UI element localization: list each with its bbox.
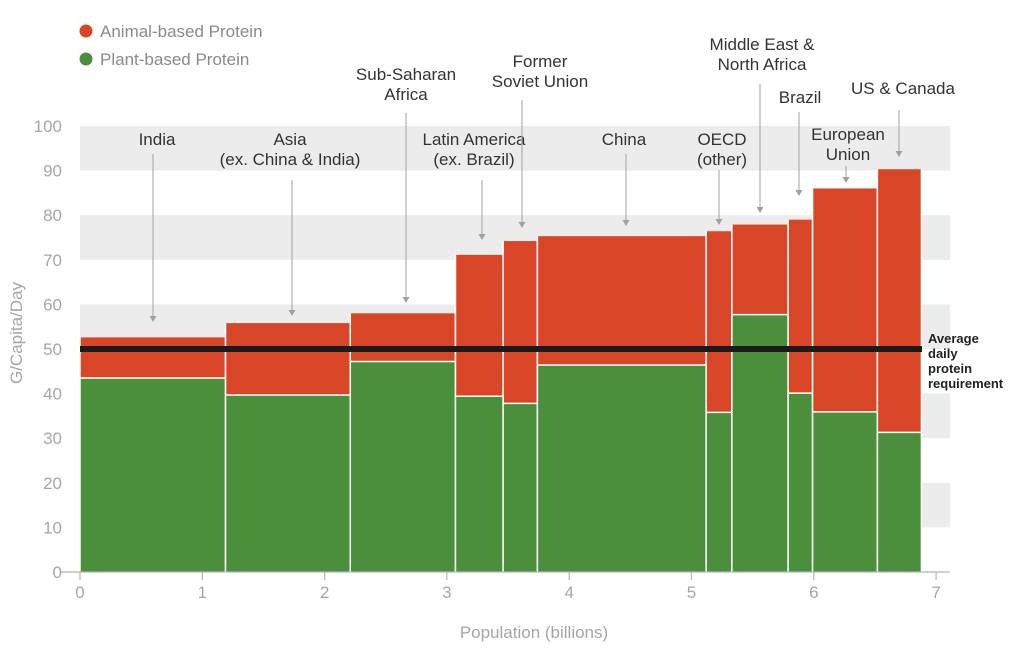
plant-bar (731, 314, 789, 572)
region-arrow-head (756, 207, 764, 213)
region-arrow-head (622, 220, 630, 226)
reference-line-label: daily (928, 346, 958, 361)
axes: 0 1 2 3 4 5 6 70102030405060708090100Population… (7, 117, 950, 642)
plant-bar (350, 361, 456, 572)
y-tick-label: 90 (43, 162, 62, 181)
legend-label: Animal-based Protein (100, 22, 263, 41)
plant-bar (455, 396, 504, 572)
y-tick-label: 40 (43, 385, 62, 404)
x-tick-label: 7 (931, 583, 940, 602)
x-axis-label: Population (billions) (460, 623, 608, 642)
region-arrow-head (895, 151, 903, 157)
animal-bar (225, 323, 351, 395)
region-label: India (139, 130, 176, 149)
region-label: US & Canada (851, 79, 955, 98)
legend-swatch (79, 52, 93, 66)
animal-bar (537, 236, 707, 366)
region-arrow-head (478, 234, 486, 240)
reference-line-label: Average (928, 331, 979, 346)
region-label: Brazil (779, 88, 822, 107)
region-label: European (811, 125, 885, 144)
plant-bar (225, 394, 351, 572)
region-arrow-head (842, 177, 850, 183)
x-tick-label: 5 (687, 583, 696, 602)
y-tick-label: 30 (43, 429, 62, 448)
region-arrow-head (518, 222, 526, 228)
x-tick-label: 4 (564, 583, 573, 602)
region-label: (ex. China & India) (220, 150, 361, 169)
animal-bar (788, 219, 813, 394)
region-arrow-head (149, 316, 157, 322)
animal-bar (731, 224, 789, 315)
x-tick-label: 2 (320, 583, 329, 602)
animal-bar (812, 188, 878, 412)
y-tick-label: 100 (34, 117, 62, 136)
x-tick-label: 1 (198, 583, 207, 602)
plant-bar (812, 411, 878, 572)
animal-bar (80, 337, 226, 378)
bars (79, 169, 923, 572)
region-label: Soviet Union (492, 72, 588, 91)
y-tick-label: 50 (43, 340, 62, 359)
y-tick-label: 70 (43, 251, 62, 270)
x-tick-label: 6 (809, 583, 818, 602)
region-arrow-head (288, 310, 296, 316)
y-tick-label: 60 (43, 295, 62, 314)
region-label: Latin America (423, 130, 527, 149)
x-tick-label: 3 (442, 583, 451, 602)
plant-bar (537, 365, 707, 572)
y-tick-label: 0 (53, 563, 62, 582)
legend-label: Plant-based Protein (100, 50, 249, 69)
y-axis-label: G/Capita/Day (7, 281, 26, 384)
x-tick-label: 0 (75, 583, 84, 602)
region-label: Asia (273, 130, 307, 149)
region-label: (other) (697, 150, 747, 169)
animal-bar (455, 254, 504, 397)
legend: Animal-based Protein Plant-based Protein (79, 22, 263, 69)
y-tick-label: 80 (43, 206, 62, 225)
reference-line-label: protein (928, 361, 972, 376)
grid-band (80, 126, 950, 171)
region-labels: India Asia(ex. China & India) Sub-SaharanA… (139, 35, 956, 322)
region-label: North Africa (718, 55, 807, 74)
animal-bar (877, 169, 922, 433)
plant-bar (877, 432, 922, 572)
region-label: Sub-Saharan (356, 65, 456, 84)
region-arrow-head (402, 297, 410, 303)
animal-bar (350, 313, 456, 362)
region-arrow-head (715, 219, 723, 225)
region-label: (ex. Brazil) (433, 150, 514, 169)
y-tick-label: 10 (43, 518, 62, 537)
region-label: China (602, 130, 647, 149)
region-label: Union (826, 145, 870, 164)
region-label: Former (513, 52, 568, 71)
region-label: OECD (697, 130, 746, 149)
plant-bar (788, 393, 813, 572)
region-arrow-head (795, 190, 803, 196)
animal-bar (706, 231, 732, 413)
animal-bar (503, 241, 538, 404)
plant-bar (503, 403, 538, 572)
region-label: Africa (384, 85, 428, 104)
plant-bar (80, 377, 226, 572)
plant-bar (706, 412, 732, 572)
y-tick-label: 20 (43, 474, 62, 493)
reference-line-label: requirement (928, 376, 1004, 391)
region-label: Middle East & (710, 35, 816, 54)
legend-swatch (79, 24, 93, 38)
